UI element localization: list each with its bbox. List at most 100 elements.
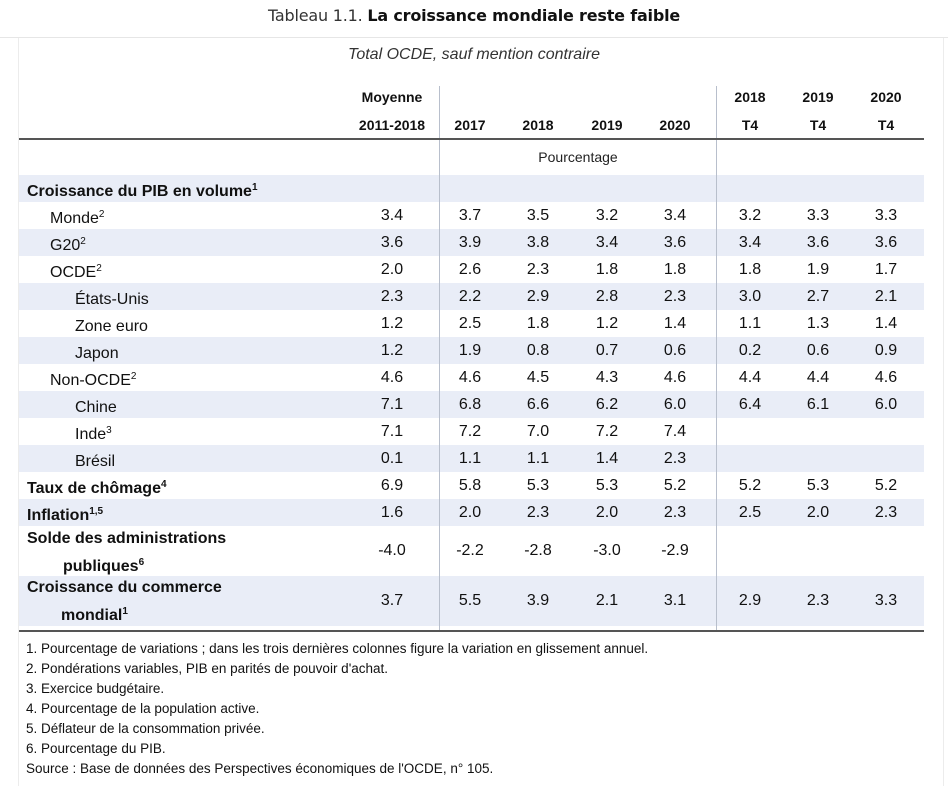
table-cell: 4.4: [738, 369, 762, 386]
table-cell: 0.1: [380, 450, 404, 467]
table-cell: 2.8: [595, 288, 619, 305]
table-cell: 1.4: [663, 315, 687, 332]
table-cell: 5.2: [874, 477, 898, 494]
row-label-text: Chine: [75, 399, 117, 416]
column-header-line2: 2018: [522, 117, 554, 133]
table-cell: -3.0: [593, 542, 621, 559]
table-cell: 2.5: [738, 504, 762, 521]
table-cell: 5.2: [663, 477, 687, 494]
table-cell: 2.0: [595, 504, 619, 521]
table-cell: 2.3: [874, 504, 898, 521]
table-frame: [18, 38, 944, 786]
table-cell: 1.1: [738, 315, 762, 332]
row-label-text: Croissance du PIB en volume: [27, 183, 252, 200]
table-cell: 3.3: [874, 207, 898, 224]
table-cell: 7.2: [595, 423, 619, 440]
row-label-line1: Croissance du commerce: [27, 579, 222, 596]
table-cell: 1.9: [806, 261, 830, 278]
table-cell: 3.1: [663, 592, 687, 609]
table-cell: 7.1: [380, 423, 404, 440]
row-label: Brésil: [75, 448, 115, 472]
table-cell: 3.8: [526, 234, 550, 251]
table-cell: 0.8: [526, 342, 550, 359]
table-cell: -2.2: [456, 542, 484, 559]
table-cell: 3.9: [526, 592, 550, 609]
table-cell: 1.8: [526, 315, 550, 332]
table-cell: 0.7: [595, 342, 619, 359]
row-label-text: Non-OCDE: [50, 372, 131, 389]
row-band: [19, 499, 924, 526]
row-label-line2: publiques6: [27, 553, 226, 577]
table-cell: 0.6: [663, 342, 687, 359]
row-label: Japon: [75, 340, 119, 364]
table-cell: 3.0: [738, 288, 762, 305]
column-header-line2: 2011-2018: [358, 117, 426, 133]
table-cell: 2.5: [458, 315, 482, 332]
table-cell: 5.8: [458, 477, 482, 494]
footnotes: 1. Pourcentage de variations ; dans les …: [26, 639, 648, 759]
table-cell: 6.9: [380, 477, 404, 494]
column-header-line2: 2020: [659, 117, 691, 133]
table-cell: 5.3: [526, 477, 550, 494]
table-cell: 3.6: [380, 234, 404, 251]
row-band: [19, 337, 924, 364]
table-cell: 2.3: [806, 592, 830, 609]
table-cell: 3.4: [663, 207, 687, 224]
table-cell: 6.0: [874, 396, 898, 413]
table-cell: 1.4: [595, 450, 619, 467]
table-cell: 3.4: [738, 234, 762, 251]
table-cell: -2.8: [524, 542, 552, 559]
table-cell: 3.2: [738, 207, 762, 224]
table-cell: 3.9: [458, 234, 482, 251]
table-cell: 2.2: [458, 288, 482, 305]
column-separator: [439, 86, 440, 630]
table-cell: 4.6: [874, 369, 898, 386]
row-band: [19, 445, 924, 472]
table-cell: 1.1: [526, 450, 550, 467]
row-label: Monde2: [50, 205, 104, 229]
table-cell: 3.6: [874, 234, 898, 251]
row-label-text: Zone euro: [75, 318, 148, 335]
source-note: Source : Base de données des Perspective…: [26, 761, 494, 776]
row-band: [19, 283, 924, 310]
column-header-line2: 2017: [454, 117, 486, 133]
column-header-line1: Moyenne: [361, 89, 423, 105]
table-cell: 7.4: [663, 423, 687, 440]
row-label-text: États-Unis: [75, 291, 149, 308]
footnote-ref: 2: [96, 263, 102, 274]
row-label-text: OCDE: [50, 264, 97, 281]
table-cell: 1.8: [663, 261, 687, 278]
column-header-line1: 2018: [734, 89, 766, 105]
footnote: 5. Déflateur de la consommation privée.: [26, 721, 265, 736]
row-band: [19, 391, 924, 418]
row-label-text: Monde: [50, 210, 99, 227]
table-cell: 2.9: [526, 288, 550, 305]
row-label-text: Japon: [75, 345, 119, 362]
table-cell: 2.3: [380, 288, 404, 305]
column-separator: [716, 86, 717, 630]
row-label-text: Inflation: [27, 507, 90, 524]
row-label-text: Brésil: [75, 453, 116, 470]
row-label: Inde3: [75, 421, 112, 445]
table-cell: 1.2: [380, 315, 404, 332]
table-cell: 6.4: [738, 396, 762, 413]
table-cell: 2.3: [663, 504, 687, 521]
footnote-ref: 1: [122, 606, 128, 617]
table-cell: 3.7: [380, 592, 404, 609]
table-cell: 2.1: [874, 288, 898, 305]
table-bottom-rule: [19, 630, 924, 632]
row-label-text: publiques: [63, 558, 139, 575]
footnote-ref: 6: [138, 557, 145, 568]
column-header-line1: 2020: [870, 89, 902, 105]
caption-title: La croissance mondiale reste faible: [367, 6, 681, 25]
column-header-line2: T4: [877, 117, 895, 133]
row-label: Non-OCDE2: [50, 367, 136, 391]
table-cell: 2.0: [458, 504, 482, 521]
footnote-ref: 2: [130, 371, 137, 382]
header-rule: [19, 138, 924, 140]
row-label-text: Taux de chômage: [27, 480, 161, 497]
row-label-text: G20: [50, 237, 81, 254]
caption-divider: [0, 37, 948, 38]
table-cell: 3.4: [595, 234, 619, 251]
table-cell: 3.5: [526, 207, 550, 224]
